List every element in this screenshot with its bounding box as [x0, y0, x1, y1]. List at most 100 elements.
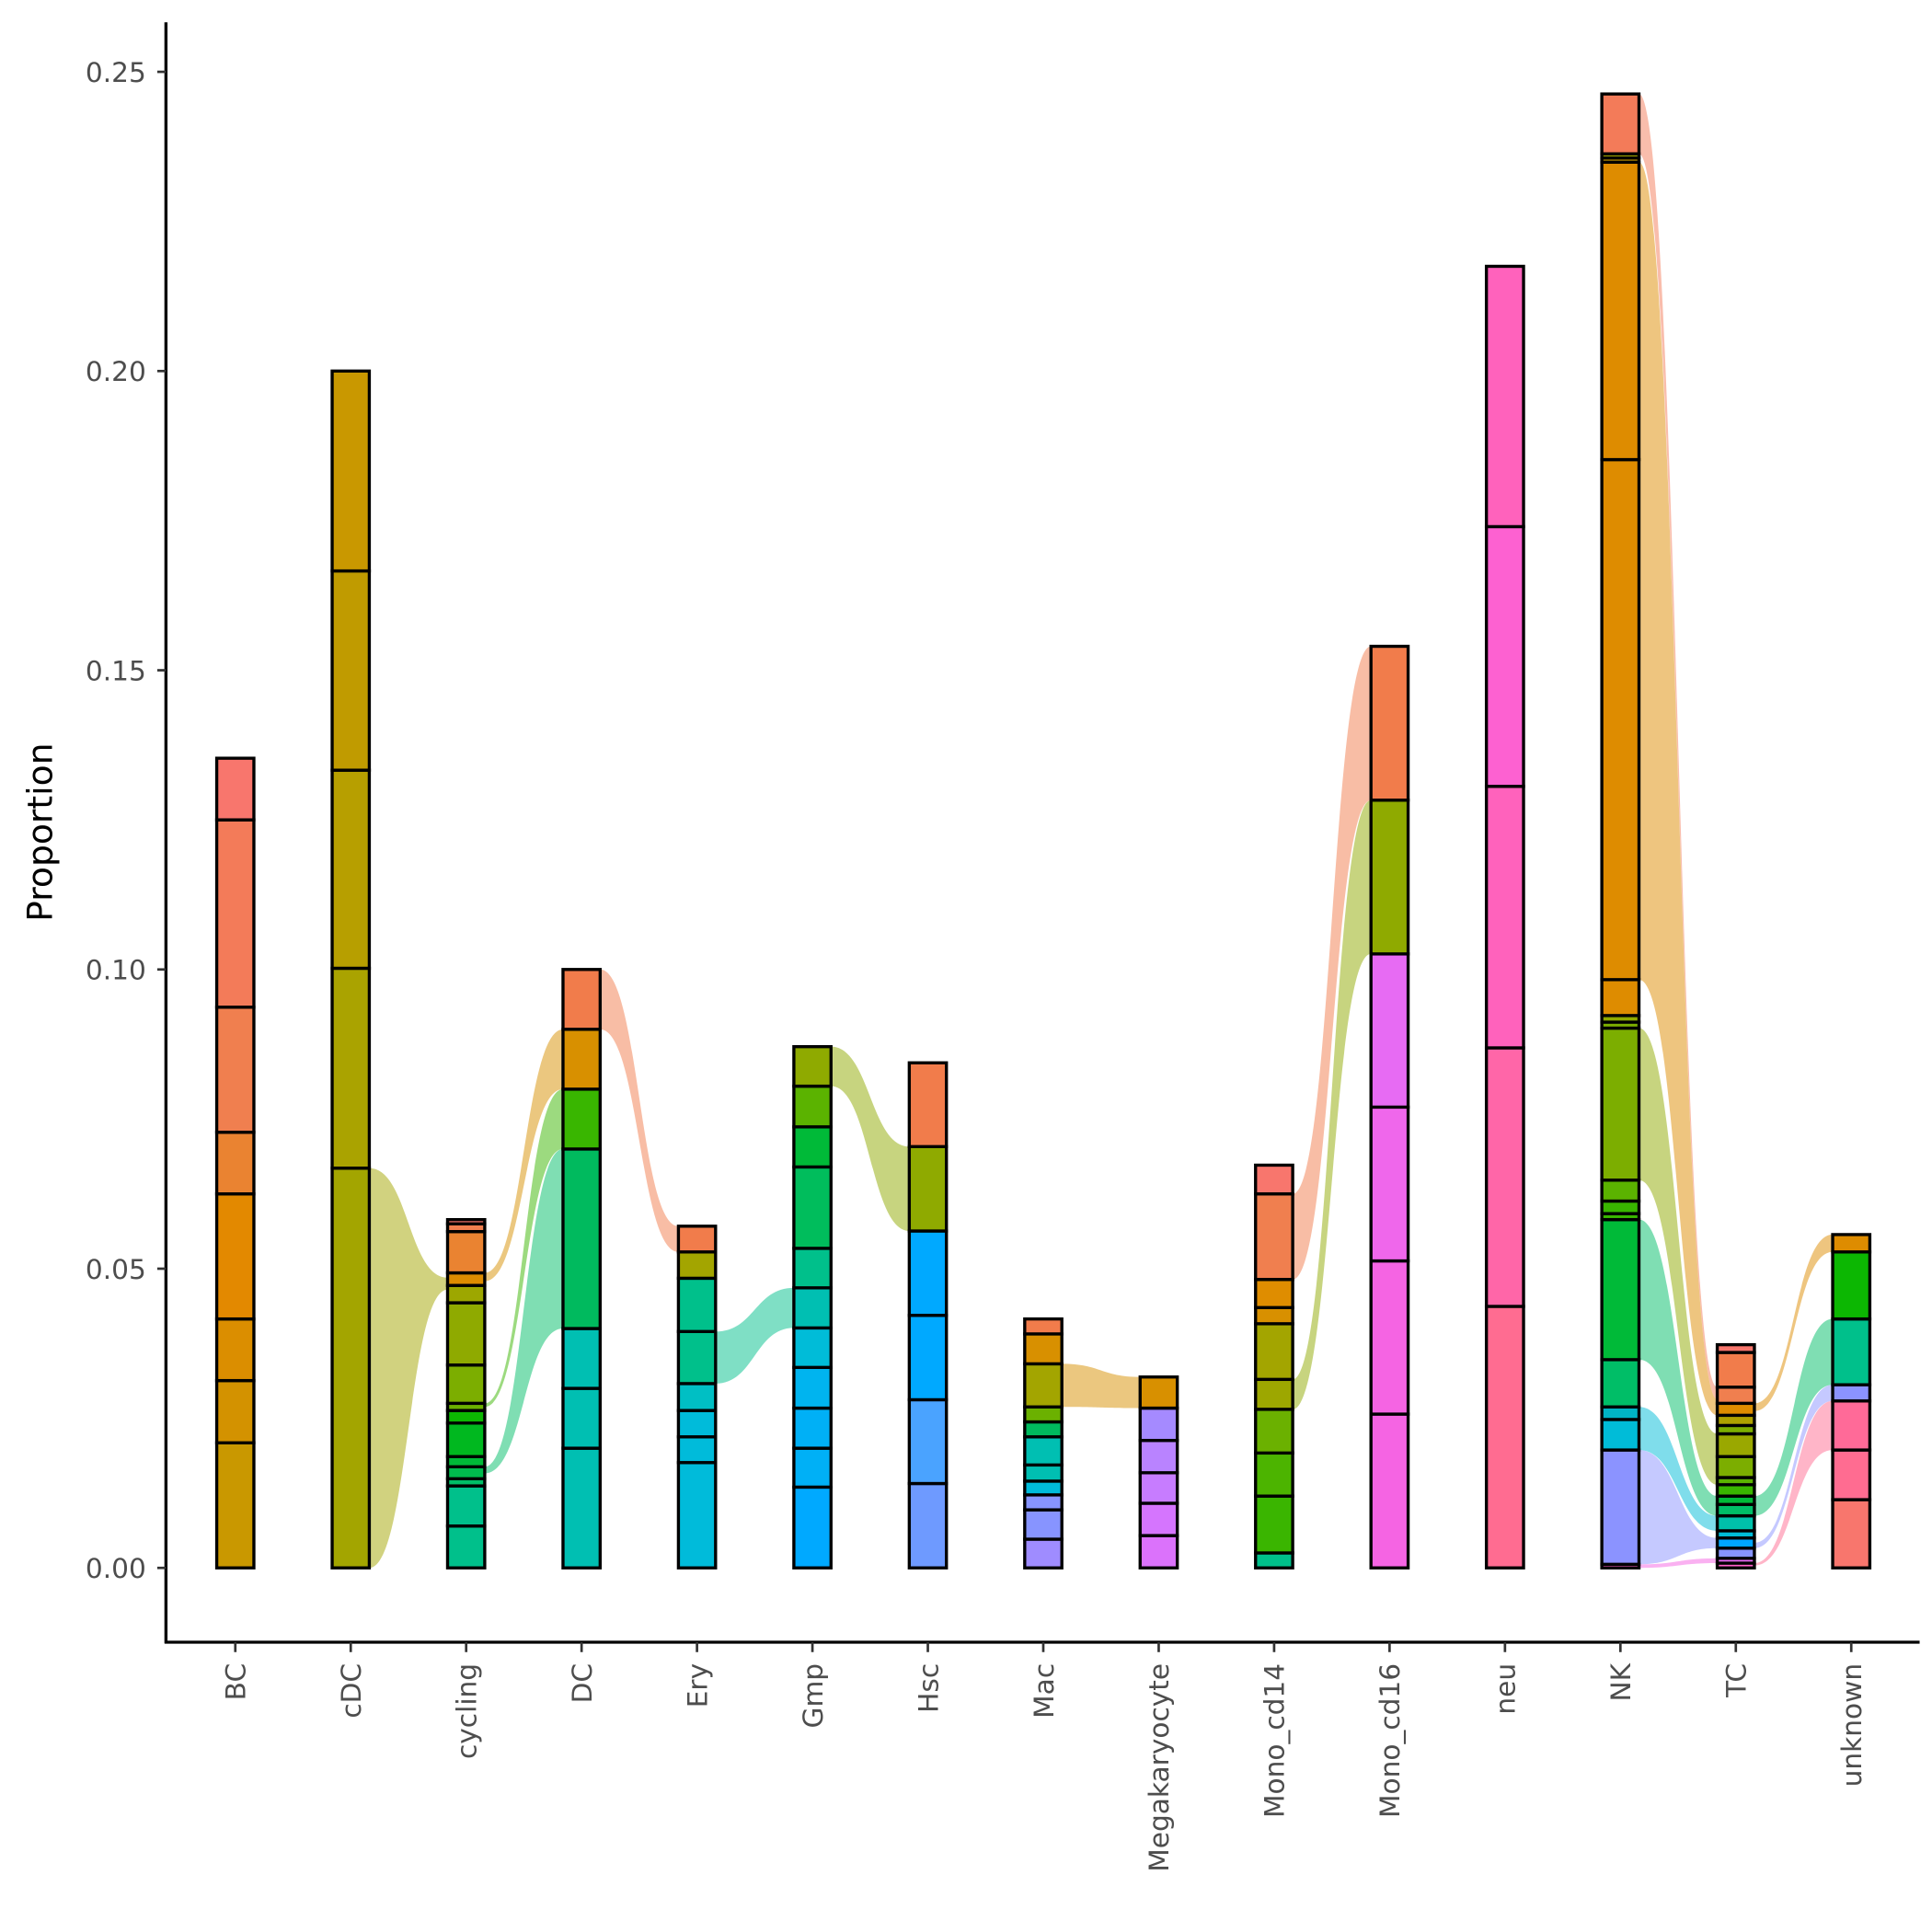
x-tick-label: Gmp: [798, 1663, 829, 1729]
bar-segment: [1254, 1163, 1294, 1196]
bar-segment: [445, 1421, 487, 1458]
bar-segment: [1715, 1386, 1756, 1406]
bar-segment: [445, 1301, 487, 1367]
bar-segment: [561, 1386, 603, 1450]
bar-segment: [676, 1435, 718, 1465]
x-tick-label: Mac: [1029, 1663, 1060, 1719]
y-tick-label: 0.00: [86, 1553, 146, 1584]
bar-segment: [214, 1131, 256, 1196]
bar-segment: [792, 1286, 833, 1330]
flow-NK-to-TC: [1639, 1219, 1718, 1516]
bar-segment: [1600, 1448, 1641, 1567]
bar-segment: [1023, 1463, 1064, 1483]
bar-segment: [1600, 1026, 1641, 1182]
x-tick-label: Mono_cd14: [1259, 1663, 1291, 1818]
flow-NK-to-TC: [1639, 162, 1718, 1416]
bar-segment: [1369, 644, 1410, 802]
flow-NK-to-TC: [1639, 1407, 1718, 1531]
bar-segment: [1369, 1412, 1410, 1570]
bar-TC: [1715, 1342, 1756, 1570]
flow-Gmp-to-Hsc: [831, 1046, 910, 1232]
flow-Mono_cd14-to-Mono_cd16: [1293, 646, 1372, 1280]
bar-segment: [1369, 1259, 1410, 1416]
bar-segment: [676, 1461, 718, 1570]
x-tick-label: cDC: [336, 1663, 367, 1719]
bar-segment: [1254, 1278, 1294, 1309]
bar-segment: [1023, 1479, 1064, 1497]
flow-Ery-to-Gmp: [715, 1287, 794, 1384]
bar-segment: [1600, 1405, 1641, 1421]
bar-segment: [1831, 1233, 1872, 1254]
flow-cycling-to-DC: [484, 1088, 563, 1408]
bar-segment: [792, 1326, 833, 1370]
bar-segment: [561, 1446, 603, 1570]
bar-Megakaryocyte: [1138, 1375, 1179, 1570]
bar-segment: [792, 1044, 833, 1088]
bar-segment: [1254, 1408, 1294, 1455]
x-tick-label: Hsc: [913, 1663, 944, 1713]
bar-segment: [1715, 1483, 1756, 1498]
bar-segment: [1831, 1399, 1872, 1452]
bar-segment: [676, 1409, 718, 1439]
bar-segment: [1715, 1351, 1756, 1389]
bar-segment: [561, 1028, 603, 1091]
x-tick-label: Megakaryocyte: [1144, 1663, 1175, 1872]
bar-segment: [1715, 1401, 1756, 1418]
flow-Mac-to-Megakaryocyte: [1062, 1363, 1141, 1409]
bar-segment: [1369, 952, 1410, 1110]
x-tick-label: Ery: [682, 1663, 713, 1708]
bar-segment: [1600, 978, 1641, 1018]
y-tick-label: 0.10: [86, 955, 146, 986]
bar-segment: [1138, 1375, 1179, 1410]
bar-segment: [792, 1406, 833, 1450]
bar-segment: [214, 756, 256, 822]
bar-Ery: [676, 1225, 718, 1570]
x-tick-label: neu: [1490, 1663, 1522, 1715]
bar-segment: [1600, 160, 1641, 462]
bar-segment: [1369, 799, 1410, 956]
x-tick-label: Mono_cd16: [1374, 1663, 1406, 1818]
flow-NK-to-TC: [1639, 94, 1718, 1399]
bar-segment: [1254, 1377, 1294, 1411]
bar-segment: [1254, 1494, 1294, 1555]
bar-unknown: [1831, 1233, 1872, 1570]
bar-segment: [792, 1446, 833, 1489]
bar-segment: [561, 968, 603, 1031]
bar-segment: [214, 818, 256, 1009]
y-tick-label: 0.20: [86, 356, 146, 387]
bar-segment: [1831, 1250, 1872, 1321]
bar-segment: [1715, 1502, 1756, 1518]
bar-segment: [1023, 1493, 1064, 1512]
bar-DC: [561, 968, 603, 1570]
bar-segment: [330, 966, 372, 1170]
bar-segment: [907, 1397, 949, 1486]
y-tick-label: 0.05: [86, 1254, 146, 1285]
flow-cDC-to-cycling: [369, 1167, 448, 1569]
bar-segment: [1023, 1508, 1064, 1541]
bar-Mono_cd14: [1254, 1163, 1294, 1570]
bar-segment: [1138, 1471, 1179, 1505]
bar-segment: [1715, 1342, 1756, 1354]
bar-segment: [1715, 1513, 1756, 1533]
bar-segment: [1831, 1383, 1872, 1403]
bar-segment: [445, 1484, 487, 1528]
bar-Gmp: [792, 1044, 833, 1570]
bar-segment: [676, 1276, 718, 1333]
bar-segment: [792, 1084, 833, 1129]
bar-neu: [1484, 264, 1525, 1570]
bar-segment: [1254, 1551, 1294, 1570]
bar-segment: [1138, 1406, 1179, 1443]
flow-cycling-to-DC: [484, 1148, 563, 1474]
bar-segment: [792, 1485, 833, 1570]
flow-NK-to-TC: [1639, 1558, 1718, 1569]
bar-segment: [1023, 1435, 1064, 1467]
bar-segment: [1600, 1199, 1641, 1215]
bar-segment: [330, 768, 372, 971]
bar-segment: [1138, 1501, 1179, 1537]
bar-segment: [561, 1327, 603, 1390]
y-tick-label: 0.25: [86, 57, 146, 88]
bar-segment: [445, 1465, 487, 1480]
bar-segment: [1254, 1192, 1294, 1282]
bar-segment: [445, 1524, 487, 1570]
bars-layer: [214, 92, 1872, 1570]
